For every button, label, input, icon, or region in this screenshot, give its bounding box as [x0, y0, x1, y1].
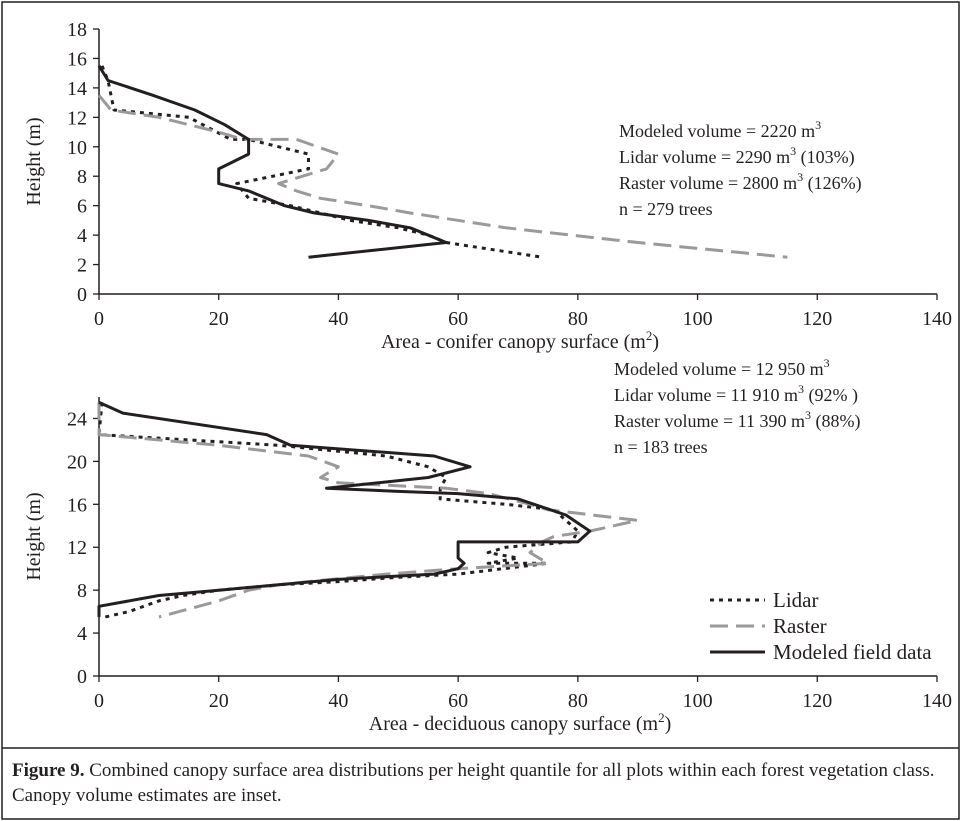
y-tick-label: 24 [67, 408, 87, 430]
y-tick-label: 0 [77, 284, 87, 306]
figure-caption: Figure 9. Combined canopy surface area d… [12, 758, 952, 808]
x-tick-label: 40 [328, 690, 348, 712]
legend-label-lidar: Lidar [773, 588, 818, 612]
y-tick-label: 20 [67, 451, 87, 473]
x-axis-label: Area - conifer canopy surface (m2) [381, 328, 659, 353]
caption-label: Figure 9. [12, 760, 85, 781]
series-line-modeled [97, 65, 448, 259]
y-axis-label: Height (m) [23, 492, 45, 580]
x-tick-label: 120 [802, 308, 832, 330]
series-line-modeled [97, 401, 592, 617]
volume-annotation: Lidar volume = 11 910 m3 (92% ) [614, 382, 858, 406]
y-tick-label: 16 [67, 494, 87, 516]
y-tick-label: 8 [77, 580, 87, 602]
x-tick-label: 60 [448, 308, 468, 330]
y-tick-label: 0 [77, 666, 87, 688]
x-tick-label: 80 [568, 308, 588, 330]
volume-annotation: Raster volume = 2800 m3 (126%) [619, 170, 862, 194]
legend-label-raster: Raster [773, 614, 827, 638]
y-tick-label: 18 [67, 19, 87, 41]
x-tick-label: 140 [922, 308, 952, 330]
x-tick-label: 0 [94, 690, 104, 712]
x-tick-label: 100 [683, 690, 713, 712]
conifer-chart: 0 2 4 6 8 10 12 14 16 18 0 20 40 60 80 100 120 140 Area - … [23, 19, 952, 353]
volume-annotation: Modeled volume = 2220 m3 [619, 118, 821, 141]
x-tick-label: 40 [328, 308, 348, 330]
y-tick-label: 4 [77, 623, 87, 645]
volume-annotation: Modeled volume = 12 950 m3 [614, 356, 830, 379]
x-tick-label: 80 [568, 690, 588, 712]
volume-annotation: n = 183 trees [614, 437, 708, 457]
y-tick-label: 8 [77, 166, 87, 188]
y-tick-label: 12 [67, 537, 87, 559]
volume-annotation: Lidar volume = 2290 m3 (103%) [619, 144, 855, 168]
y-tick-label: 4 [77, 225, 87, 247]
caption-text: Combined canopy surface area distributio… [12, 760, 935, 806]
volume-annotation: Raster volume = 11 390 m3 (88%) [614, 408, 860, 432]
y-tick-label: 10 [67, 137, 87, 159]
y-tick-label: 12 [67, 107, 87, 129]
x-axis-label: Area - deciduous canopy surface (m2) [369, 710, 672, 735]
x-tick-label: 20 [209, 308, 229, 330]
volume-annotation: n = 279 trees [619, 199, 713, 219]
y-tick-label: 14 [67, 78, 87, 100]
y-tick-label: 16 [67, 48, 87, 70]
deciduous-chart: 0 4 8 12 16 20 24 0 20 40 60 80 100 120 140 Area - deci… [23, 356, 952, 735]
x-tick-label: 60 [448, 690, 468, 712]
y-axis-label: Height (m) [23, 117, 45, 205]
x-tick-label: 140 [922, 690, 952, 712]
legend-label-modeled: Modeled field data [773, 640, 932, 664]
y-tick-label: 2 [77, 255, 87, 277]
series-line-lidar [100, 65, 543, 259]
x-tick-label: 100 [683, 308, 713, 330]
x-tick-label: 0 [94, 308, 104, 330]
x-tick-label: 20 [209, 690, 229, 712]
y-tick-label: 6 [77, 196, 87, 218]
x-tick-label: 120 [802, 690, 832, 712]
series-line-raster [97, 94, 788, 259]
